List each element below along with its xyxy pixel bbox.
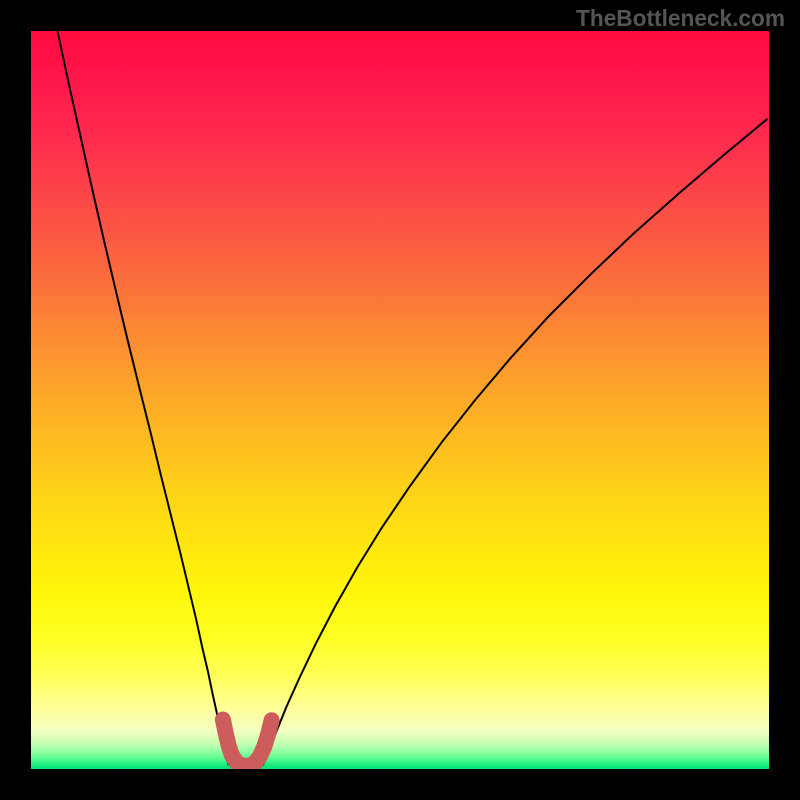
right-curve xyxy=(263,119,768,765)
left-curve xyxy=(57,30,229,766)
watermark-text: TheBottleneck.com xyxy=(576,5,785,32)
curve-layer xyxy=(0,0,800,800)
highlight-curve xyxy=(223,720,272,767)
